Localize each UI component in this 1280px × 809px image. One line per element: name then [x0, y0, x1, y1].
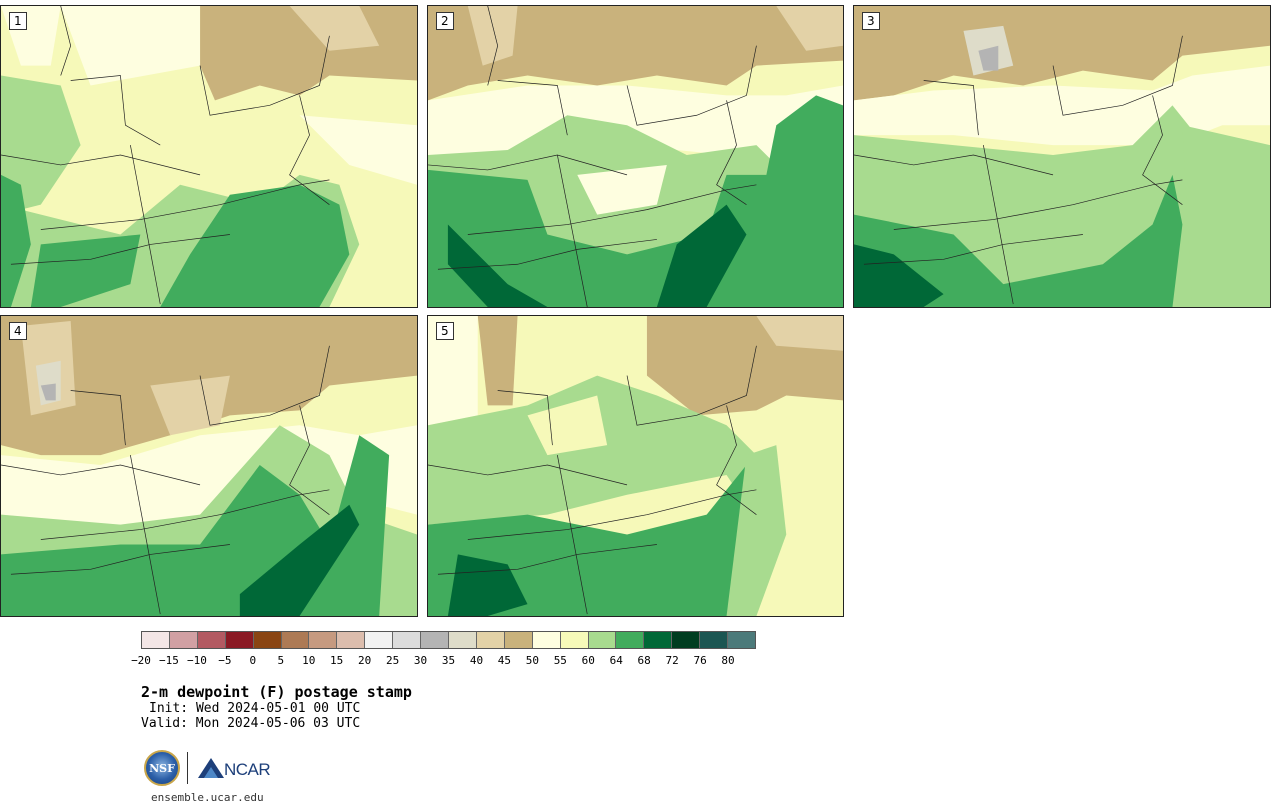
member-number-label: 4 — [9, 322, 27, 340]
colorbar-tick-label: 72 — [665, 654, 679, 667]
colorbar-swatch — [393, 632, 422, 648]
member-number-label: 5 — [436, 322, 454, 340]
colorbar-tick-label: −5 — [218, 654, 232, 667]
colorbar-swatch — [309, 632, 338, 648]
colorbar-swatch — [253, 632, 282, 648]
colorbar-swatch — [421, 632, 449, 648]
init-time: Init: Wed 2024-05-01 00 UTC — [149, 701, 361, 716]
colorbar-tick-label: 30 — [413, 654, 428, 667]
member-number-label: 3 — [862, 12, 880, 30]
colorbar-tick-label: 64 — [609, 654, 623, 667]
dewpoint-field — [1, 316, 417, 616]
colorbar-tick-label: 76 — [693, 654, 707, 667]
dewpoint-field — [854, 6, 1270, 307]
footer-url: ensemble.ucar.edu — [151, 791, 264, 804]
member-4-map: 4 — [0, 315, 418, 617]
colorbar-tick-label: 10 — [302, 654, 316, 667]
dewpoint-field — [1, 6, 417, 307]
colorbar-swatch — [365, 632, 394, 648]
member-number-label: 1 — [9, 12, 27, 30]
colorbar-swatch — [700, 632, 729, 648]
member-5-map: 5 — [427, 315, 844, 617]
colorbar-swatch — [337, 632, 366, 648]
colorbar-swatch — [197, 632, 226, 648]
colorbar-swatch — [728, 632, 755, 648]
colorbar-tick-label: 55 — [553, 654, 567, 667]
colorbar-tick-label: 0 — [249, 654, 257, 667]
sponsor-logos: NSF NCAR — [144, 748, 284, 790]
colorbar-tick-label: −10 — [186, 654, 207, 667]
logo-divider — [187, 752, 188, 784]
colorbar-swatch — [142, 632, 170, 648]
member-1-map: 1 — [0, 5, 418, 308]
colorbar-swatch — [169, 632, 198, 648]
colorbar-swatch — [560, 632, 589, 648]
colorbar-tick-labels: −20 −15 −10 −5 0 5 10 15 20 25 30 35 40 45 50 55 60 64 68 7… — [131, 654, 756, 668]
colorbar-swatch — [672, 632, 701, 648]
colorbar-swatch — [616, 632, 645, 648]
colorbar-swatch — [504, 632, 533, 648]
ncar-mark-icon — [198, 758, 224, 778]
colorbar-tick-label: 5 — [277, 654, 285, 667]
colorbar-swatch — [448, 632, 477, 648]
colorbar-swatch — [476, 632, 505, 648]
colorbar-tick-label: 20 — [358, 654, 372, 667]
colorbar-tick-label: −15 — [159, 654, 179, 667]
colorbar-swatch — [644, 632, 673, 648]
colorbar-tick-label: 50 — [525, 654, 539, 667]
colorbar-swatch — [588, 632, 617, 648]
colorbar-swatch — [281, 632, 310, 648]
colorbar-tick-label: 40 — [469, 654, 484, 667]
ncar-logo-text: NCAR — [224, 760, 271, 779]
colorbar-tick-label: 68 — [637, 654, 651, 667]
colorbar-swatch — [532, 632, 561, 648]
colorbar-swatch — [225, 632, 254, 648]
dewpoint-field — [428, 316, 843, 616]
member-3-map: 3 — [853, 5, 1271, 308]
nsf-logo: NSF — [144, 750, 180, 786]
nsf-logo-text: NSF — [149, 761, 175, 775]
member-number-label: 2 — [436, 12, 454, 30]
colorbar-tick-label: 15 — [330, 654, 344, 667]
colorbar-tick-label: 25 — [385, 654, 400, 667]
member-2-map: 2 — [427, 5, 844, 308]
product-title: 2-m dewpoint (F) postage stamp — [141, 683, 412, 701]
colorbar-tick-label: 80 — [721, 654, 735, 667]
dewpoint-colorbar — [141, 631, 756, 649]
colorbar-tick-label: −20 — [131, 654, 151, 667]
valid-time: Valid: Mon 2024-05-06 03 UTC — [141, 716, 361, 731]
colorbar-tick-label: 35 — [441, 654, 456, 667]
colorbar-tick-label: 45 — [497, 654, 512, 667]
dewpoint-field — [428, 6, 843, 307]
colorbar-tick-label: 60 — [581, 654, 595, 667]
